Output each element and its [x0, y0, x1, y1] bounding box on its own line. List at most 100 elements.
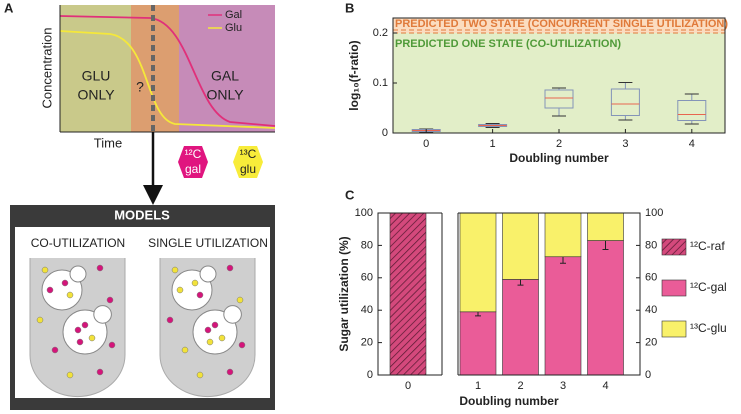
schematic: Gal Glu GLU ONLY ? GAL ONLY Concentratio… [39, 5, 276, 205]
sugar [41, 266, 49, 274]
hexagon-label: ¹³C [240, 147, 257, 161]
bud [199, 265, 217, 283]
hexagon [178, 146, 208, 178]
bar-segment [459, 311, 497, 376]
legend-label: ¹³C-glu [690, 321, 727, 335]
axis-label: Concentration [39, 28, 54, 109]
glu-curve [59, 30, 276, 129]
y2-tick-label: 80 [645, 239, 657, 251]
sugar [181, 346, 189, 354]
x-tick-label: 4 [689, 138, 695, 150]
sugar [196, 291, 204, 299]
sugar [96, 368, 104, 376]
sugar [66, 371, 74, 379]
cells [36, 264, 246, 379]
sugar [61, 279, 69, 287]
legend-label: Glu [225, 22, 242, 34]
sugar [36, 316, 44, 324]
x-tick-label: 4 [602, 380, 608, 392]
region [60, 5, 131, 132]
axis-label: Time [94, 135, 122, 150]
bud [93, 305, 112, 324]
cell [62, 309, 108, 355]
panel-label: C [345, 187, 355, 202]
sugar [96, 264, 104, 272]
sugar [76, 338, 84, 346]
sugar [204, 326, 212, 334]
bar-segment [544, 212, 582, 258]
legend-label: ¹²C-raf [690, 239, 725, 253]
sugar [176, 286, 184, 294]
x-tick-label: 2 [556, 138, 562, 150]
y-tick-label: 60 [361, 272, 373, 284]
bar-segment [544, 256, 582, 376]
band-label: PREDICTED TWO STATE (CONCURRENT SINGLE U… [395, 18, 728, 30]
y-tick-label: 40 [361, 304, 373, 316]
bar-segment [459, 212, 497, 313]
region-label: GLU [82, 68, 111, 84]
bar-segment [587, 240, 624, 376]
sugar [226, 264, 234, 272]
bar-segment [389, 212, 427, 376]
panel-label: A [4, 0, 14, 15]
panel-label: B [345, 0, 354, 15]
sugar [166, 316, 174, 324]
y-tick-label: 0.1 [373, 77, 388, 89]
x-axis-label: Doubling number [509, 151, 609, 165]
region-label: ? [136, 79, 144, 95]
sugar [218, 334, 226, 342]
band-label: PREDICTED ONE STATE (CO-UTILIZATION) [395, 38, 621, 50]
sugar [46, 286, 54, 294]
region-label: ONLY [77, 87, 115, 103]
x-tick-label: 1 [475, 380, 481, 392]
hexagon-label: glu [240, 162, 256, 176]
sugar [66, 291, 74, 299]
x-tick-label: 2 [517, 380, 523, 392]
sugar [171, 266, 179, 274]
y-axis-label: Sugar utilization (%) [337, 236, 351, 351]
gal-curve [59, 15, 276, 127]
sugar [236, 296, 244, 304]
region-label: GAL [211, 68, 239, 84]
hexagon [233, 146, 263, 178]
plot-frame [392, 17, 726, 134]
sugar [226, 368, 234, 376]
plot-frame [377, 212, 641, 376]
x-tick-label: 3 [560, 380, 566, 392]
bud [69, 265, 87, 283]
x-tick-label: 0 [405, 380, 411, 392]
sugar [238, 341, 246, 349]
region-label: ONLY [206, 87, 244, 103]
y-tick-label: 100 [355, 207, 373, 219]
y-tick-label: 0 [367, 369, 373, 381]
sugar [211, 321, 219, 329]
y2-tick-label: 100 [645, 207, 663, 219]
y-tick-label: 0 [382, 127, 388, 139]
box [544, 89, 574, 109]
model-label: CO-UTILIZATION [31, 236, 125, 250]
y-tick-label: 80 [361, 239, 373, 251]
y2-tick-label: 20 [645, 337, 657, 349]
bar-segment [587, 212, 624, 241]
box [610, 88, 640, 116]
hexagon-label: ¹²C [185, 147, 202, 161]
bud [223, 305, 242, 324]
y-axis-label: log₁₀(f-ratio) [347, 40, 361, 110]
legend-label: Gal [225, 9, 242, 21]
sugar [191, 279, 199, 287]
band [393, 18, 725, 33]
x-tick-label: 3 [622, 138, 628, 150]
model-label: SINGLE UTILIZATION [148, 236, 268, 250]
y2-tick-label: 60 [645, 272, 657, 284]
axis-break [442, 212, 458, 376]
sugar [196, 371, 204, 379]
sugar [81, 321, 89, 329]
bar-segment [502, 212, 539, 280]
bar-segment [502, 279, 539, 376]
sugar [74, 326, 82, 334]
cell [192, 309, 238, 355]
sugar [51, 346, 59, 354]
legend-swatch [661, 238, 687, 256]
region [179, 5, 275, 132]
